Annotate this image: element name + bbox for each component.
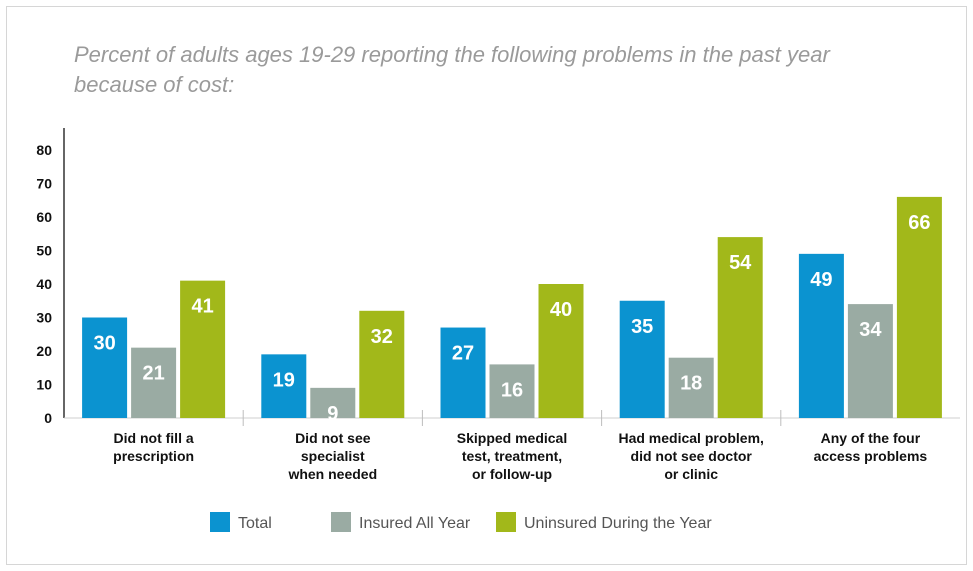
bar [538, 284, 584, 418]
bar [82, 317, 128, 418]
bar [847, 304, 893, 418]
bar [619, 300, 665, 418]
bar-value-label: 66 [908, 212, 930, 234]
bar-value-label: 18 [680, 373, 702, 395]
category-label-line: when needed [287, 466, 377, 482]
category-label: Skipped medical test, treatment, or follow… [457, 430, 567, 482]
legend-swatch [331, 512, 351, 532]
category-label: Did not see specialist when needed [287, 430, 377, 482]
bar-value-label: 30 [93, 333, 115, 355]
category-label-line: specialist [301, 448, 365, 464]
y-tick-label: 0 [44, 410, 52, 426]
bar-value-label: 40 [550, 299, 572, 321]
legend-label: Uninsured During the Year [524, 515, 712, 532]
bar-value-label: 19 [273, 369, 295, 391]
bar-value-label: 27 [452, 343, 474, 365]
category-label: Did not fill a prescription [113, 430, 194, 464]
y-tick-label: 70 [36, 176, 52, 192]
y-tick-label: 40 [36, 276, 52, 292]
legend-label: Total [238, 515, 272, 532]
bar [717, 237, 763, 418]
category-label-line: or follow-up [472, 466, 552, 482]
category-label: Any of the four access problems [814, 430, 928, 464]
legend-swatch [496, 512, 516, 532]
bar [440, 327, 486, 418]
category-label-line: did not see doctor [631, 448, 753, 464]
bar-value-label: 9 [327, 403, 338, 425]
y-tick-label: 20 [36, 343, 52, 359]
category-label-line: Did not see [295, 430, 371, 446]
bar [798, 253, 844, 418]
legend-swatch [210, 512, 230, 532]
bar [896, 196, 942, 418]
y-tick-label: 50 [36, 243, 52, 259]
category-label-line: Had medical problem, [618, 430, 763, 446]
chart-title: Percent of adults ages 19-29 reporting t… [74, 42, 830, 97]
category-label-line: prescription [113, 448, 194, 464]
category-label-line: Skipped medical [457, 430, 567, 446]
category-label: Had medical problem, did not see doctor or… [618, 430, 763, 482]
bar-value-label: 34 [859, 319, 882, 341]
bar [131, 347, 177, 418]
category-label-line: test, treatment, [462, 448, 562, 464]
bar-value-label: 21 [142, 363, 164, 385]
bar-value-label: 32 [371, 326, 393, 348]
legend-label: Insured All Year [359, 515, 471, 532]
category-label-line: or clinic [664, 466, 718, 482]
y-tick-label: 30 [36, 310, 52, 326]
bar [668, 357, 714, 418]
category-label-line: Any of the four [821, 430, 921, 446]
bar [489, 364, 535, 418]
bar-value-label: 16 [501, 379, 523, 401]
bar-value-label: 41 [191, 296, 213, 318]
bar-value-label: 35 [631, 316, 653, 338]
y-tick-label: 80 [36, 142, 52, 158]
y-tick-label: 10 [36, 377, 52, 393]
bar-value-label: 49 [810, 269, 832, 291]
y-tick-label: 60 [36, 209, 52, 225]
bar [261, 354, 307, 418]
category-label-line: Did not fill a [114, 430, 194, 446]
chart-frame [6, 6, 967, 565]
bar [180, 280, 226, 418]
category-label-line: access problems [814, 448, 928, 464]
bar-value-label: 54 [729, 252, 752, 274]
bar [359, 310, 405, 418]
bar [310, 387, 356, 418]
